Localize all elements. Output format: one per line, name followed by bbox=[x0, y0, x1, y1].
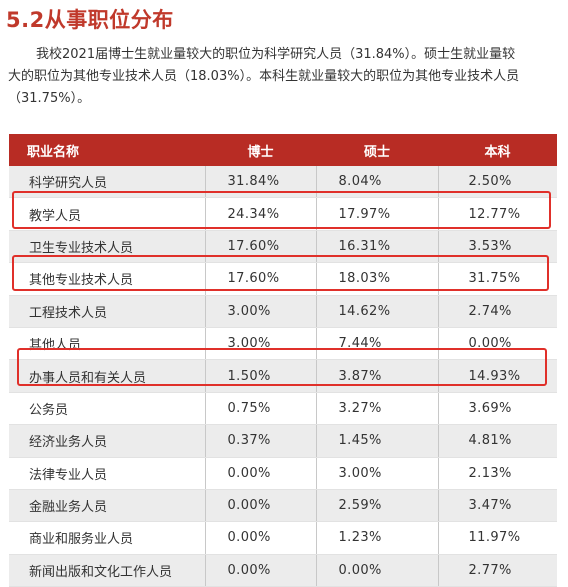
bachelor-percent-cell: 0.00% bbox=[438, 327, 557, 361]
table-row: 科学研究人员 31.84% 8.04% 2.50% bbox=[9, 166, 557, 199]
occupation-table: 职业名称 博士 硕士 本科 科学研究人员 31.84% 8.04% 2.50% 教学人员… bbox=[9, 134, 557, 587]
phd-percent-cell: 24.34% bbox=[205, 197, 317, 231]
bachelor-percent-cell: 2.50% bbox=[438, 166, 557, 199]
phd-percent-cell: 1.50% bbox=[205, 359, 317, 393]
occupation-cell: 科学研究人员 bbox=[9, 166, 206, 199]
master-percent-cell: 7.44% bbox=[316, 327, 439, 361]
intro-paragraph: 我校2021届博士生就业量较大的职位为科学研究人员（31.84%）。硕士生就业量… bbox=[8, 44, 560, 110]
table-row: 办事人员和有关人员 1.50% 3.87% 14.93% bbox=[9, 359, 557, 393]
phd-percent-cell: 0.37% bbox=[205, 424, 317, 458]
bachelor-percent-cell: 2.77% bbox=[438, 554, 557, 587]
occupation-cell: 办事人员和有关人员 bbox=[9, 359, 206, 393]
occupation-cell: 法律专业人员 bbox=[9, 457, 206, 490]
occupation-cell: 教学人员 bbox=[9, 197, 206, 231]
table-row: 教学人员 24.34% 17.97% 12.77% bbox=[9, 197, 557, 231]
phd-percent-cell: 3.00% bbox=[205, 327, 317, 361]
master-percent-cell: 3.87% bbox=[316, 359, 439, 393]
master-percent-cell: 1.45% bbox=[316, 424, 439, 458]
table-row: 金融业务人员 0.00% 2.59% 3.47% bbox=[9, 489, 557, 523]
table-row: 经济业务人员 0.37% 1.45% 4.81% bbox=[9, 424, 557, 458]
master-percent-cell: 8.04% bbox=[316, 166, 439, 199]
header-occupation: 职业名称 bbox=[9, 134, 205, 166]
phd-percent-cell: 3.00% bbox=[205, 295, 317, 328]
header-phd: 博士 bbox=[205, 134, 316, 166]
header-bachelor: 本科 bbox=[438, 134, 557, 166]
phd-percent-cell: 31.84% bbox=[205, 166, 317, 199]
bachelor-percent-cell: 4.81% bbox=[438, 424, 557, 458]
phd-percent-cell: 0.75% bbox=[205, 392, 317, 426]
phd-percent-cell: 0.00% bbox=[205, 554, 317, 587]
bachelor-percent-cell: 14.93% bbox=[438, 359, 557, 393]
table-row: 其他专业技术人员 17.60% 18.03% 31.75% bbox=[9, 262, 557, 296]
phd-percent-cell: 17.60% bbox=[205, 230, 317, 264]
table-header-row: 职业名称 博士 硕士 本科 bbox=[9, 134, 557, 166]
phd-percent-cell: 0.00% bbox=[205, 457, 317, 490]
section-title: 5.2从事职位分布 bbox=[6, 8, 174, 32]
table-row: 新闻出版和文化工作人员 0.00% 0.00% 2.77% bbox=[9, 554, 557, 587]
bachelor-percent-cell: 2.74% bbox=[438, 295, 557, 328]
occupation-cell: 商业和服务业人员 bbox=[9, 521, 206, 555]
master-percent-cell: 0.00% bbox=[316, 554, 439, 587]
occupation-cell: 新闻出版和文化工作人员 bbox=[9, 554, 206, 587]
occupation-cell: 卫生专业技术人员 bbox=[9, 230, 206, 264]
phd-percent-cell: 17.60% bbox=[205, 262, 317, 296]
occupation-cell: 其他人员 bbox=[9, 327, 206, 361]
master-percent-cell: 3.27% bbox=[316, 392, 439, 426]
bachelor-percent-cell: 2.13% bbox=[438, 457, 557, 490]
master-percent-cell: 18.03% bbox=[316, 262, 439, 296]
bachelor-percent-cell: 3.69% bbox=[438, 392, 557, 426]
bachelor-percent-cell: 3.53% bbox=[438, 230, 557, 264]
master-percent-cell: 3.00% bbox=[316, 457, 439, 490]
occupation-cell: 金融业务人员 bbox=[9, 489, 206, 523]
table-row: 其他人员 3.00% 7.44% 0.00% bbox=[9, 327, 557, 361]
master-percent-cell: 17.97% bbox=[316, 197, 439, 231]
table-row: 工程技术人员 3.00% 14.62% 2.74% bbox=[9, 295, 557, 328]
table-row: 商业和服务业人员 0.00% 1.23% 11.97% bbox=[9, 521, 557, 555]
phd-percent-cell: 0.00% bbox=[205, 489, 317, 523]
header-master: 硕士 bbox=[316, 134, 438, 166]
bachelor-percent-cell: 11.97% bbox=[438, 521, 557, 555]
paragraph-line: （31.75%）。 bbox=[8, 91, 91, 106]
paragraph-line: 我校2021届博士生就业量较大的职位为科学研究人员（31.84%）。硕士生就业量… bbox=[36, 47, 516, 62]
occupation-cell: 经济业务人员 bbox=[9, 424, 206, 458]
bachelor-percent-cell: 31.75% bbox=[438, 262, 557, 296]
table-row: 法律专业人员 0.00% 3.00% 2.13% bbox=[9, 457, 557, 490]
table-row: 公务员 0.75% 3.27% 3.69% bbox=[9, 392, 557, 426]
phd-percent-cell: 0.00% bbox=[205, 521, 317, 555]
bachelor-percent-cell: 3.47% bbox=[438, 489, 557, 523]
occupation-cell: 公务员 bbox=[9, 392, 206, 426]
master-percent-cell: 14.62% bbox=[316, 295, 439, 328]
occupation-cell: 工程技术人员 bbox=[9, 295, 206, 328]
occupation-cell: 其他专业技术人员 bbox=[9, 262, 206, 296]
paragraph-line: 大的职位为其他专业技术人员（18.03%）。本科生就业量较大的职位为其他专业技术… bbox=[8, 69, 520, 84]
master-percent-cell: 2.59% bbox=[316, 489, 439, 523]
table-row: 卫生专业技术人员 17.60% 16.31% 3.53% bbox=[9, 230, 557, 264]
master-percent-cell: 16.31% bbox=[316, 230, 439, 264]
bachelor-percent-cell: 12.77% bbox=[438, 197, 557, 231]
master-percent-cell: 1.23% bbox=[316, 521, 439, 555]
